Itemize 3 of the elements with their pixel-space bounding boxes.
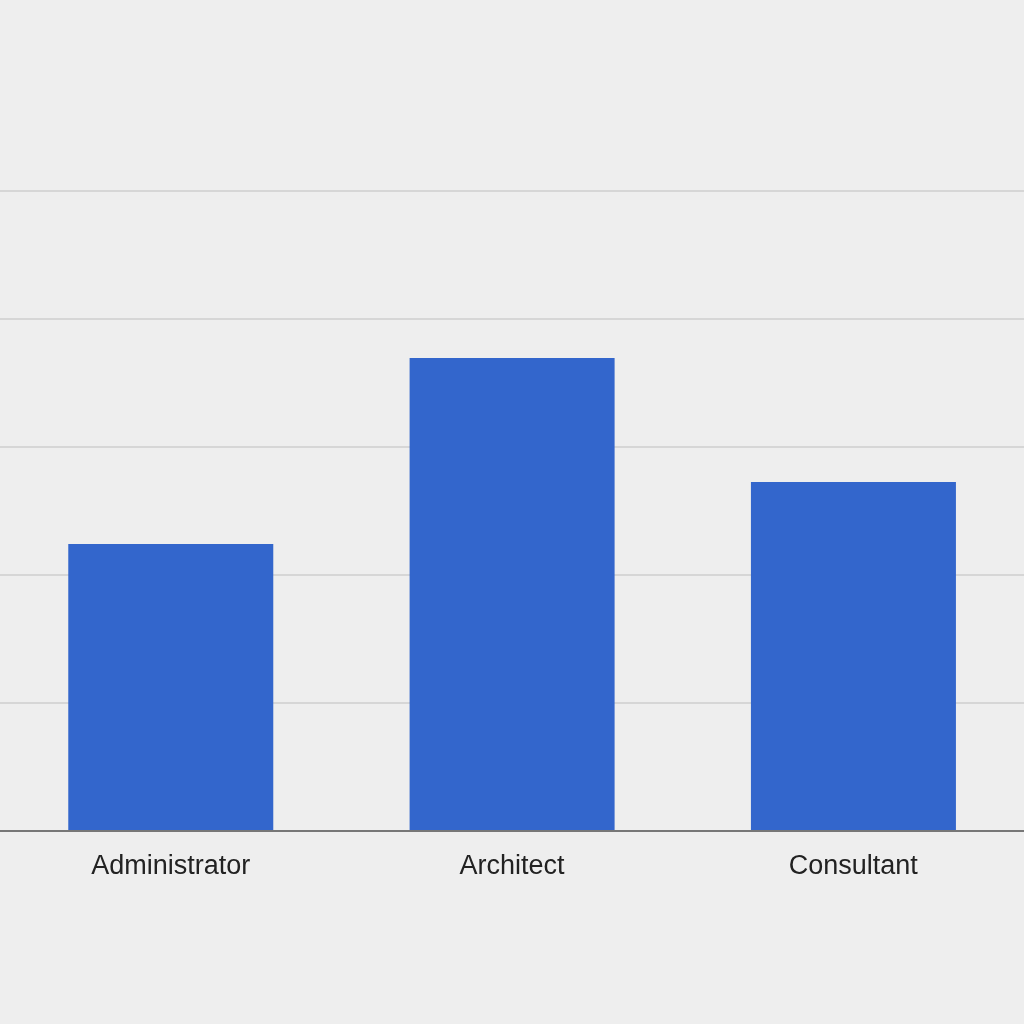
- x-tick-label: Architect: [459, 850, 566, 881]
- x-tick-label: Consultant: [788, 850, 919, 881]
- x-tick-label: Administrator: [91, 850, 251, 881]
